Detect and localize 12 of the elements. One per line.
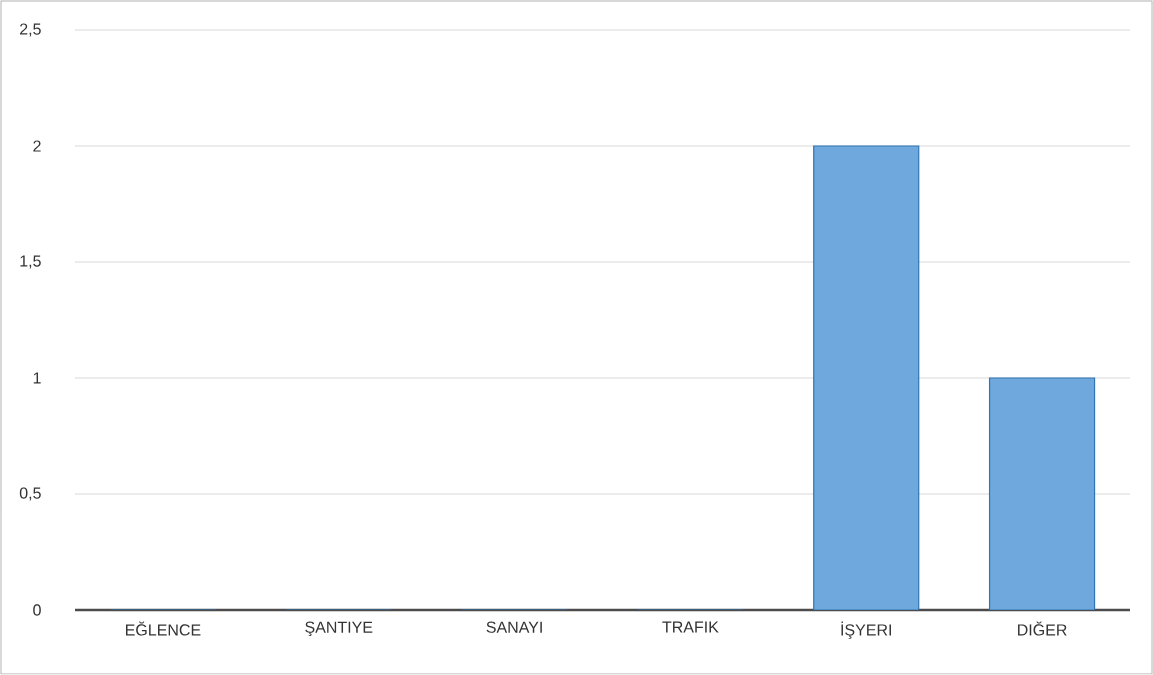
x-tick-label: SANAYI bbox=[486, 621, 542, 633]
y-tick-label: 1,5 bbox=[20, 255, 41, 269]
y-tick-label: 1 bbox=[33, 372, 41, 384]
x-tick-label: EĞLENCE bbox=[126, 621, 201, 636]
y-tick-label: 0,5 bbox=[19, 487, 41, 501]
x-tick-label: ŞANTIYE bbox=[305, 621, 373, 637]
x-tick-label: İŞYERI bbox=[841, 621, 891, 639]
y-tick-label: 0 bbox=[33, 604, 41, 616]
x-tick-label: TRAFIK bbox=[662, 621, 719, 633]
y-tick-label: 2,5 bbox=[20, 23, 41, 37]
x-tick-label: DIĞER bbox=[1018, 621, 1067, 636]
y-tick-label: 2 bbox=[33, 140, 41, 152]
